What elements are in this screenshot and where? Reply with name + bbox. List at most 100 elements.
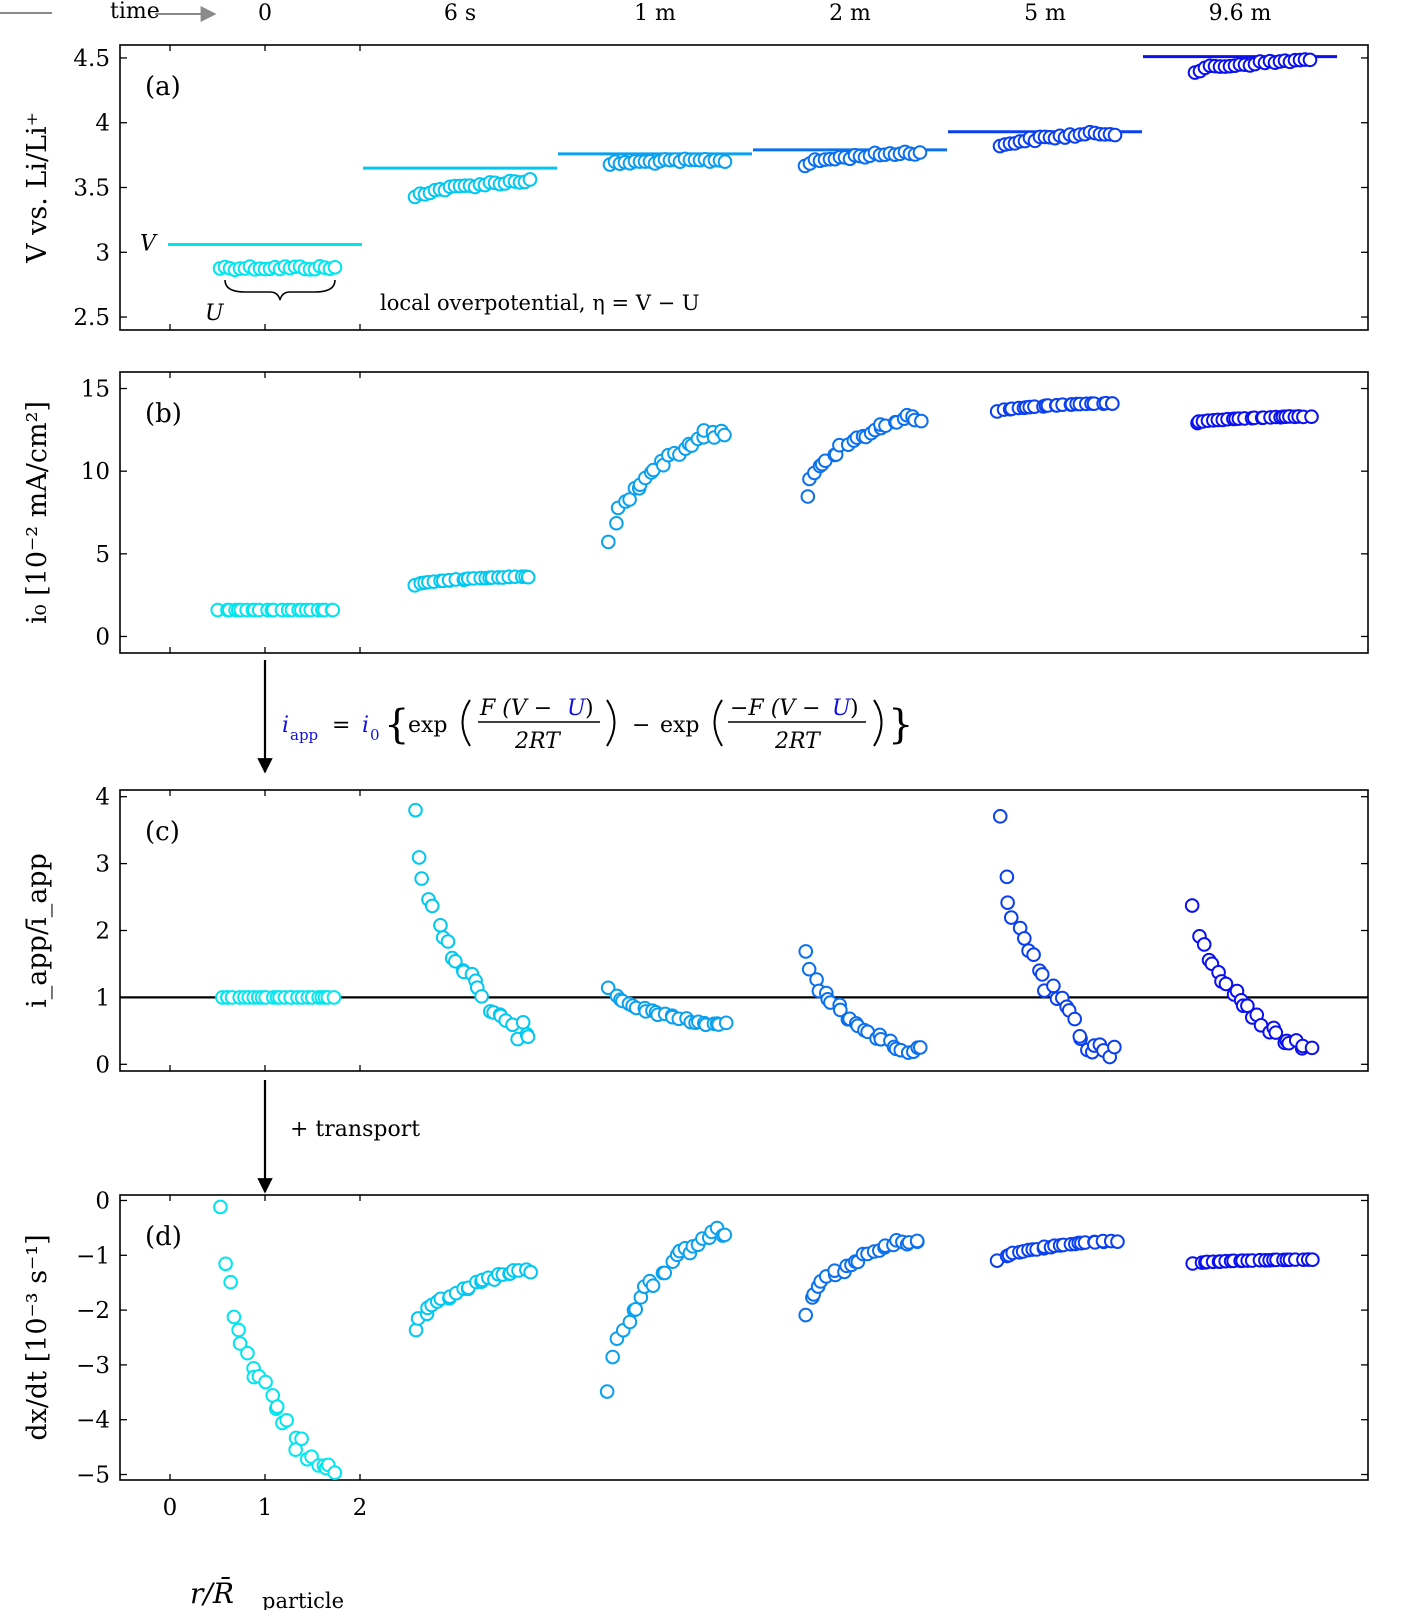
data-point [1003,910,1019,925]
data-point [798,1307,814,1323]
data-point [1000,895,1015,910]
time-tick-label: 9.6 m [1209,1,1272,26]
data-point [520,1029,536,1045]
data-point [1268,1025,1284,1040]
x-axis-label-sub: particle [262,1589,344,1610]
y-tick-label: −3 [76,1353,110,1379]
data-point [1017,931,1032,946]
data-point [622,492,637,507]
data-point [999,869,1015,885]
data-point [1026,947,1041,963]
eq-i0-sub: 0 [370,726,380,744]
data-point [325,602,341,618]
data-point [269,1399,285,1414]
data-point [288,1442,303,1458]
y-tick-label: 15 [81,377,110,403]
eq-lhs: i [282,713,289,738]
data-point [599,1384,615,1399]
data-point [474,989,489,1004]
eq-left-brace: { [384,702,409,748]
data-point [408,1322,424,1338]
eq-den2: 2RT [774,729,822,754]
data-point [279,1412,294,1428]
data-point [1105,396,1120,411]
data-point [809,972,824,987]
panel-a: 2.5 3 3.5 4 4.5 (a) V vs. Li/Li⁺ V U local overpo… [22,44,1369,331]
eq-den1: 2RT [514,729,562,754]
data-point [523,1264,538,1280]
data-point [1046,978,1061,994]
panel-label: (c) [145,817,180,847]
data-point [914,413,929,429]
eq-paren-open-2 [713,699,723,747]
y-tick-label: −2 [76,1298,110,1324]
data-point [609,515,624,531]
r-axis-tick-labels: 0 1 2 [163,1495,368,1521]
data-point [798,944,814,959]
data-point [833,1002,848,1018]
data-point [327,1465,343,1481]
y-axis-label: V vs. Li/Li⁺ [22,112,53,264]
U-point [1107,127,1123,143]
eq-num1-a: F (V − [479,696,552,721]
time-tick-label: 1 m [634,1,676,26]
panel-b: 0 5 10 15 (b) i₀ [10⁻² mA/cm²] [22,371,1369,654]
y-tick-label: 1 [95,985,110,1011]
y-axis-label: i₀ [10⁻² mA/cm²] [22,401,53,624]
y-tick-label: 0 [95,1188,110,1214]
data-point [717,427,732,443]
V-label: V [140,232,158,257]
U-point [1302,52,1318,68]
eq-num1-b: ) [585,696,594,721]
y-tick-label: 0 [95,1052,110,1078]
eq-paren-close-1 [606,699,616,747]
data-point [1067,1011,1082,1027]
data-point [718,1015,734,1031]
data-point [1304,409,1319,425]
eq-lhs-sub: app [290,726,318,744]
y-tick-label: −5 [76,1463,110,1489]
data-point [800,489,816,504]
y-tick-label: 4 [95,111,110,137]
panel-label: (b) [145,399,182,429]
eq-num2-U: U [832,696,852,721]
data-point [414,871,429,886]
data-point [605,1349,620,1365]
y-tick-label: 10 [81,459,110,485]
U-point [327,259,343,275]
y-tick-label: 2.5 [73,305,110,331]
data-point [1218,976,1234,992]
data-point [520,569,536,585]
eq-num2-a: −F (V − [730,696,821,721]
data-point [411,850,427,865]
data-point [601,534,616,550]
y-tick-label: 4 [95,785,110,811]
eq-num2-b: ) [850,696,859,721]
data-point [1072,1029,1088,1044]
eq-i0: i [362,713,369,738]
data-point [645,1278,661,1293]
plot-frame [119,1194,1369,1481]
y-tick-label: −1 [76,1243,110,1269]
data-point [258,1374,273,1390]
r-tick-label: 0 [163,1495,178,1521]
data-point [232,1336,248,1351]
time-tick-label: 5 m [1024,1,1066,26]
data-point [992,809,1008,824]
data-point [600,980,616,996]
data-point [801,961,817,977]
x-axis-label: r/R̄ [190,1576,234,1610]
r-tick-label: 1 [258,1495,273,1521]
time-tick-label: 2 m [829,1,871,26]
y-tick-label: 3 [95,240,110,266]
data-point [440,934,456,949]
eq-paren-open-1 [461,699,471,747]
data-point [1305,1252,1320,1267]
r-tick-label: 2 [353,1495,368,1521]
y-tick-label: 5 [95,542,110,568]
data-point [231,1322,246,1338]
data-point [717,1227,733,1243]
eq-num1-U: U [567,696,587,721]
eq-exp1: exp [408,713,448,738]
overpotential-annotation: local overpotential, η = V − U [380,291,700,315]
